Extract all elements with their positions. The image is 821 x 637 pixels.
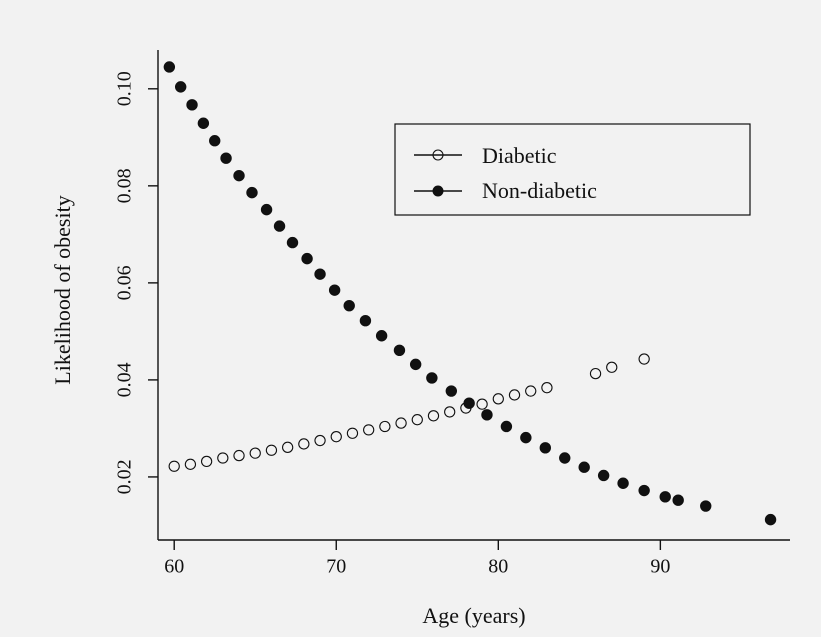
- non-diabetic-point: [659, 491, 671, 503]
- diabetic-point: [444, 406, 456, 418]
- non-diabetic-point: [359, 315, 372, 327]
- diabetic-point: [606, 361, 618, 373]
- y-tick-label: 0.08: [114, 168, 136, 203]
- diabetic-point: [233, 449, 245, 462]
- diabetic-point: [411, 414, 423, 426]
- diabetic-point: [217, 452, 229, 464]
- diabetic-point: [525, 385, 537, 397]
- non-diabetic-point: [375, 330, 388, 342]
- x-tick-label: 80: [488, 556, 508, 578]
- diabetic-point: [476, 398, 488, 410]
- non-diabetic-point: [617, 477, 629, 489]
- legend-box: [394, 123, 751, 216]
- data-points: [163, 61, 777, 526]
- y-tick-label: 0.06: [114, 265, 136, 300]
- non-diabetic-point: [463, 397, 475, 409]
- legend-diabetic-marker: [432, 149, 444, 161]
- diabetic-point: [492, 393, 504, 405]
- non-diabetic-point: [672, 494, 684, 506]
- y-tick-label: 0.04: [114, 362, 136, 397]
- legend-non-diabetic-label: Non-diabetic: [482, 178, 597, 203]
- diabetic-point: [168, 460, 180, 472]
- non-diabetic-point: [260, 203, 273, 216]
- non-diabetic-point: [314, 268, 326, 280]
- diabetic-point: [346, 427, 359, 439]
- non-diabetic-point: [220, 152, 232, 164]
- y-tick-label: 0.10: [114, 71, 136, 106]
- x-axis-label: Age (years): [422, 603, 525, 628]
- non-diabetic-point: [559, 452, 571, 464]
- non-diabetic-point: [174, 81, 187, 93]
- ticks: 60 70 80 90 0.02 0.04 0.06 0.08 0.10: [114, 71, 671, 577]
- diabetic-point: [249, 447, 261, 459]
- non-diabetic-point: [638, 484, 650, 497]
- x-tick-label: 60: [164, 556, 184, 578]
- diabetic-point: [200, 455, 213, 468]
- non-diabetic-point: [700, 500, 712, 512]
- diabetic-point: [508, 389, 521, 401]
- non-diabetic-point: [393, 344, 406, 357]
- non-diabetic-point: [426, 372, 438, 384]
- non-diabetic-point: [246, 186, 258, 199]
- non-diabetic-point: [578, 461, 590, 473]
- diabetic-point: [314, 434, 326, 447]
- diabetic-point: [298, 438, 310, 450]
- non-diabetic-point: [233, 169, 245, 182]
- non-diabetic-point: [273, 220, 286, 232]
- legend-non-diabetic-marker: [432, 185, 444, 197]
- non-diabetic-point: [328, 284, 341, 296]
- non-diabetic-point: [343, 299, 355, 312]
- non-diabetic-point: [163, 61, 176, 73]
- diabetic-point: [363, 424, 375, 436]
- non-diabetic-point: [481, 409, 493, 421]
- y-tick-label: 0.02: [114, 459, 136, 494]
- diabetic-point: [184, 458, 197, 470]
- non-diabetic-point: [764, 513, 777, 526]
- legend-diabetic-label: Diabetic: [482, 143, 557, 168]
- diabetic-point: [541, 382, 553, 394]
- non-diabetic-point: [186, 99, 198, 111]
- diabetic-point: [265, 444, 278, 456]
- legend: Diabetic Non-diabetic: [394, 123, 751, 216]
- diabetic-point: [379, 420, 391, 433]
- non-diabetic-point: [597, 469, 610, 482]
- non-diabetic-point: [500, 420, 513, 433]
- diabetic-point: [638, 353, 650, 365]
- diabetic-point: [330, 431, 342, 443]
- y-axis-label: Likelihood of obesity: [50, 195, 75, 384]
- diabetic-point: [427, 410, 440, 422]
- non-diabetic-point: [197, 117, 210, 129]
- axes: [157, 50, 790, 541]
- non-diabetic-point: [209, 135, 221, 147]
- x-tick-label: 90: [650, 556, 670, 578]
- diabetic-point: [281, 441, 294, 453]
- diabetic-point: [395, 417, 407, 429]
- non-diabetic-point: [445, 385, 458, 397]
- non-diabetic-point: [539, 442, 552, 454]
- non-diabetic-point: [409, 358, 422, 371]
- non-diabetic-point: [286, 236, 299, 249]
- x-tick-label: 70: [326, 556, 346, 578]
- non-diabetic-point: [301, 252, 313, 265]
- non-diabetic-point: [520, 431, 532, 444]
- diabetic-point: [589, 367, 602, 380]
